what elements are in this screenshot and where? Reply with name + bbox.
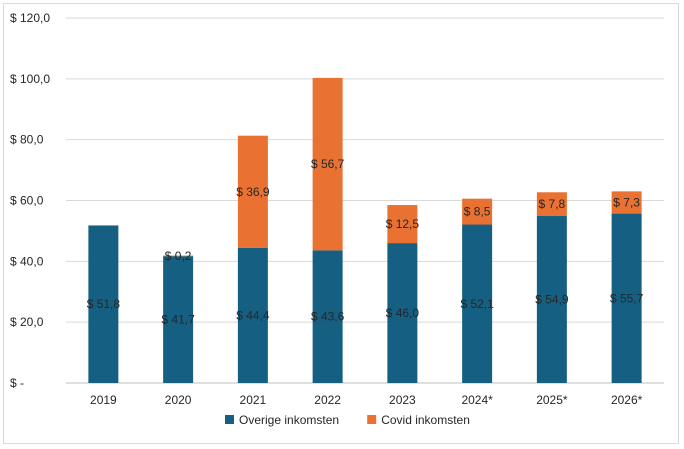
x-tick-label: 2020 (165, 393, 192, 407)
x-tick-label: 2024* (461, 393, 493, 407)
bar-covid (611, 191, 642, 214)
data-label: $ 44,4 (236, 308, 270, 322)
bar-covid (163, 255, 194, 257)
bar-overige (237, 247, 268, 383)
x-tick-label: 2019 (90, 393, 117, 407)
bar-overige (163, 256, 194, 383)
x-tick-label: 2025* (536, 393, 568, 407)
bar-covid (312, 77, 343, 251)
data-label: $ 12,5 (386, 217, 420, 231)
bar-covid (536, 192, 567, 217)
legend-swatch-covid (367, 415, 377, 424)
x-axis-ticks: 2019 2020 2021 2022 2023 2024* 2025* 2026* (90, 393, 643, 407)
bar-overige (462, 224, 493, 383)
bar-covid (387, 205, 418, 244)
data-label: $ 7,3 (613, 195, 640, 209)
gridlines (66, 17, 664, 384)
data-label: $ 56,7 (311, 157, 345, 171)
legend-swatch-overige (225, 415, 234, 424)
bars (88, 77, 642, 383)
y-tick-label: $ 60,0 (10, 194, 44, 208)
bar-overige (536, 216, 567, 383)
x-tick-label: 2023 (389, 393, 416, 407)
data-labels: $ 51,8 $ 41,7 $ 0,2 $ 44,4 $ 36,9 $ 43,6 $ 56,… (87, 157, 644, 326)
y-tick-label: $ 20,0 (10, 315, 44, 329)
legend: Overige inkomsten Covid inkomsten (225, 413, 470, 427)
y-tick-label: $ 80,0 (10, 133, 44, 147)
bar-overige (88, 225, 119, 383)
bar-covid (462, 198, 493, 225)
y-tick-label: $ 100,0 (10, 72, 50, 86)
bar-covid (237, 135, 268, 248)
data-label: $ 7,8 (539, 197, 566, 211)
x-tick-label: 2022 (314, 393, 341, 407)
x-tick-label: 2021 (240, 393, 267, 407)
bar-overige (611, 213, 642, 383)
y-tick-label: $ 40,0 (10, 254, 44, 268)
y-axis-ticks: $ - $ 20,0 $ 40,0 $ 60,0 $ 80,0 $ 100,0 $ 120,… (10, 11, 50, 390)
x-tick-label: 2026* (611, 393, 643, 407)
data-label: $ 51,8 (87, 297, 121, 311)
y-tick-label: $ 120,0 (10, 11, 50, 25)
data-label: $ 41,7 (161, 313, 195, 327)
bar-overige (312, 250, 343, 383)
y-tick-label: $ - (10, 376, 24, 390)
data-label: $ 0,2 (165, 249, 192, 263)
data-label: $ 43,6 (311, 310, 345, 324)
data-label: $ 55,7 (610, 291, 644, 305)
bar-overige (387, 243, 418, 383)
legend-label: Overige inkomsten (239, 413, 339, 427)
data-label: $ 46,0 (386, 306, 420, 320)
data-label: $ 52,1 (460, 297, 494, 311)
legend-label: Covid inkomsten (381, 413, 470, 427)
data-label: $ 36,9 (236, 185, 270, 199)
data-label: $ 54,9 (535, 293, 569, 307)
data-label: $ 8,5 (464, 205, 491, 219)
